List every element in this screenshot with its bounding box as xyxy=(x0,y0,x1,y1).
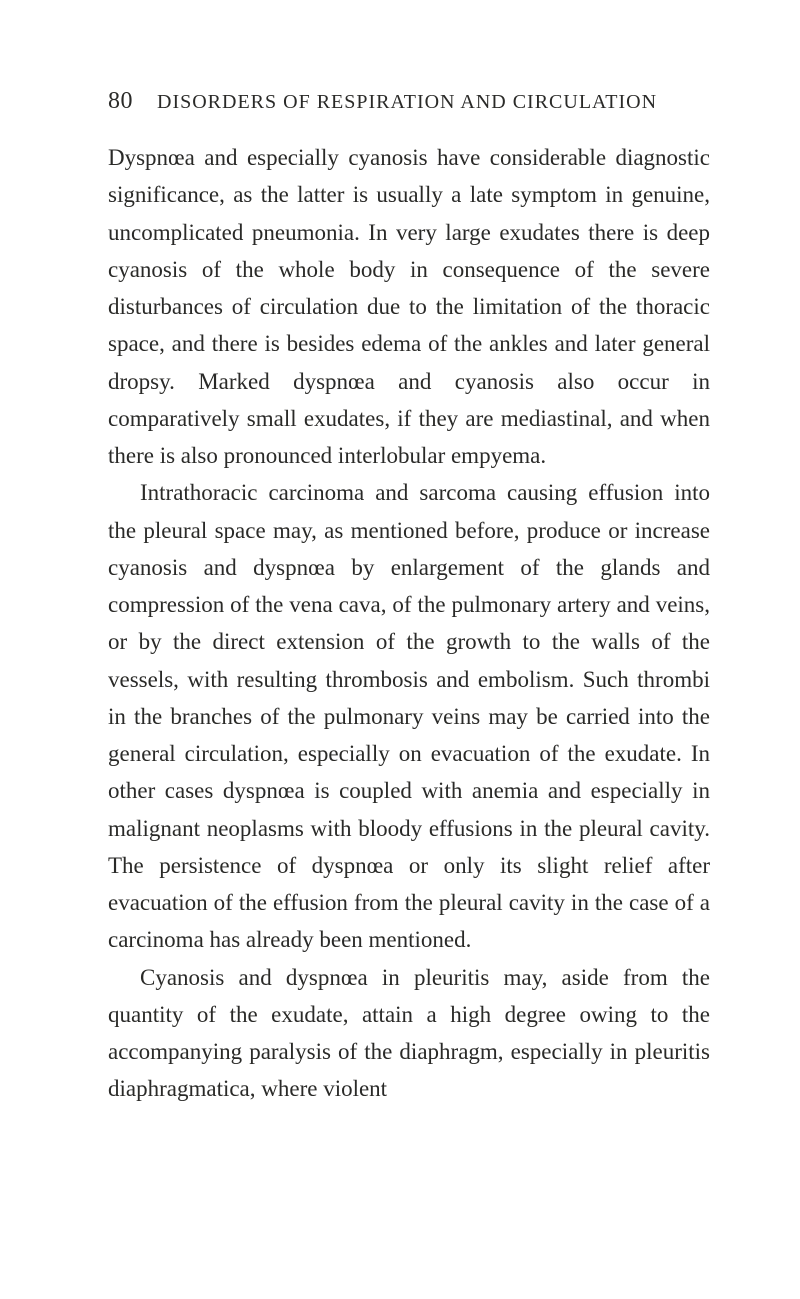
page-number: 80 xyxy=(108,88,133,115)
paragraph: Intrathoracic carcinoma and sarcoma caus… xyxy=(108,474,710,958)
running-title: DISORDERS OF RESPIRATION AND CIRCULATION xyxy=(157,91,657,114)
page-header: 80 DISORDERS OF RESPIRATION AND CIRCULAT… xyxy=(108,88,710,115)
paragraph: Dyspnœa and especially cyanosis have con… xyxy=(108,139,710,474)
paragraph: Cyanosis and dyspnœa in pleuritis may, a… xyxy=(108,959,710,1108)
body-text: Dyspnœa and especially cyanosis have con… xyxy=(108,139,710,1108)
page: 80 DISORDERS OF RESPIRATION AND CIRCULAT… xyxy=(0,0,800,1299)
